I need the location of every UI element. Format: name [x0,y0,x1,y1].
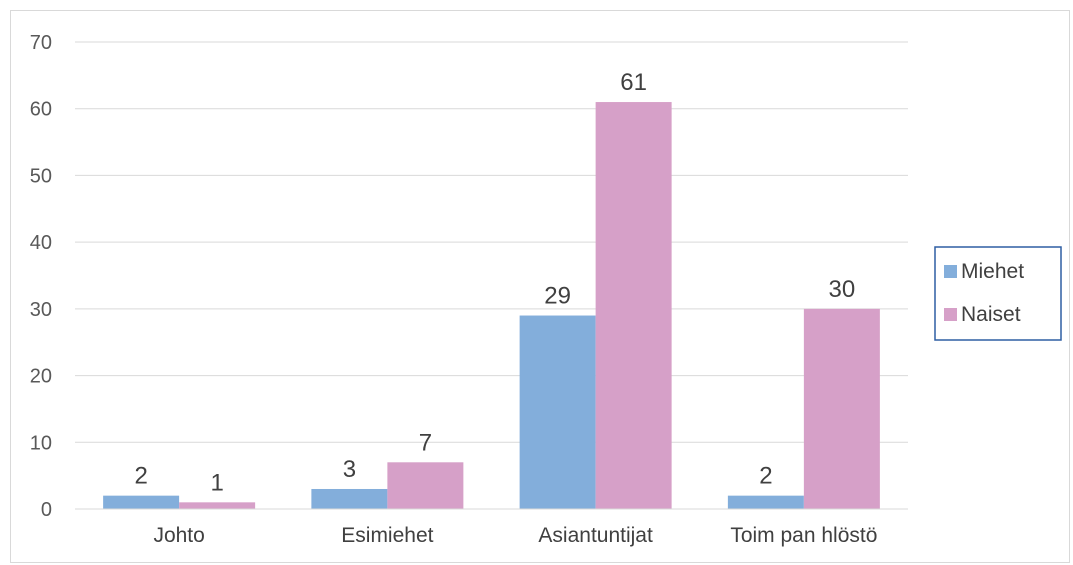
y-tick-label: 20 [30,366,52,388]
bars [103,102,880,510]
bar-naiset-1 [179,502,256,509]
x-tick-label: Asiantuntijat [538,524,653,547]
y-tick-label: 60 [30,99,52,121]
data-label: 2 [759,463,772,490]
y-tick-label: 30 [30,299,52,321]
data-label: 1 [210,469,223,496]
data-label: 30 [829,276,856,303]
data-label: 7 [419,429,432,456]
y-tick-label: 10 [30,432,52,454]
bar-miehet-3 [519,315,596,509]
legend-label-naiset: Naiset [961,303,1021,326]
bar-naiset-4 [803,308,880,509]
bar-naiset-2 [387,462,464,509]
x-tick-label: Johto [153,524,204,547]
y-tick-label: 40 [30,232,52,254]
gridlines [75,41,908,443]
y-tick-label: 50 [30,165,52,187]
legend-label-miehet: Miehet [961,260,1024,283]
y-tick-label: 0 [41,499,52,521]
data-label: 29 [544,283,571,310]
bar-miehet-4 [727,495,804,509]
legend-swatch-naiset [944,308,957,321]
bar-naiset-3 [595,102,672,510]
bar-miehet-1 [103,495,180,509]
legend-swatch-miehet [944,265,957,278]
data-label: 3 [343,456,356,483]
data-label: 61 [620,69,647,96]
data-label: 2 [134,463,147,490]
x-tick-label: Toim pan hlöstö [730,524,877,547]
x-axis-ticks: Johto Esimiehet Asiantuntijat Toim pan hlös… [153,524,877,547]
legend-box [934,246,1062,341]
bar-miehet-2 [311,488,388,509]
y-axis-ticks: 0 10 20 30 40 50 60 70 [30,32,52,521]
data-labels: 2 1 3 7 29 61 2 30 [134,69,855,496]
x-tick-label: Esimiehet [341,524,433,547]
legend: Miehet Naiset [934,246,1062,341]
y-tick-label: 70 [30,32,52,54]
